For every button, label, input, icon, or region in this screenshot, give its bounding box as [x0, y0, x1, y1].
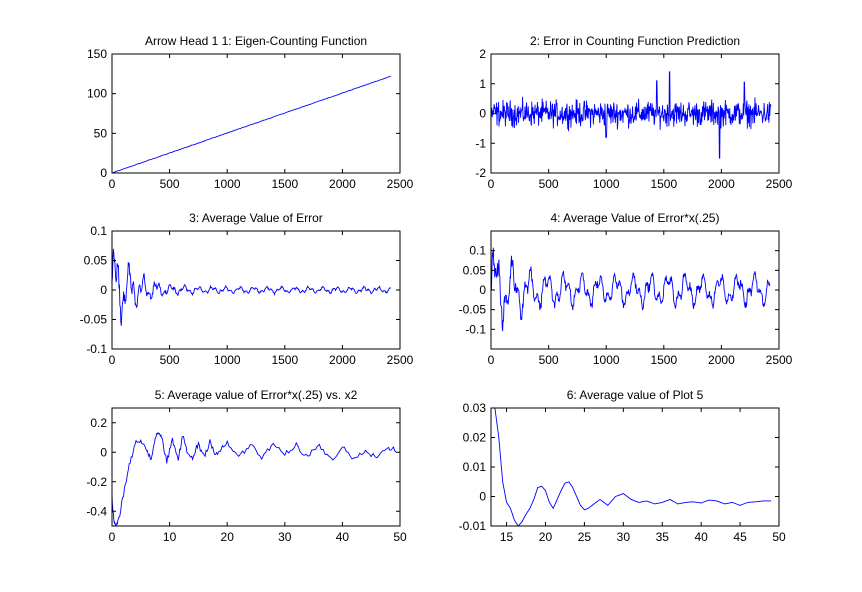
chart-title: 5: Average value of Error*x(.25) vs. x2 [155, 388, 358, 402]
subplot-1: 0 500 1000 1500 2000 2500 0 50 100 150 Arrow Head … [87, 34, 414, 191]
x-tick-label: 20 [539, 530, 553, 544]
chart-title: 2: Error in Counting Function Prediction [530, 34, 740, 48]
x-tick-label: 0 [109, 177, 116, 191]
y-tick-label: 0 [100, 166, 107, 180]
x-tick-label: 0 [488, 177, 495, 191]
y-tick-label: 1 [479, 77, 486, 91]
x-tick-label: 30 [617, 530, 631, 544]
x-tick-label: 500 [160, 177, 180, 191]
series-line-5 [112, 432, 397, 526]
x-tick-label: 1500 [650, 177, 677, 191]
series-line-3 [112, 248, 392, 326]
series-line-2 [491, 71, 772, 159]
y-tick-label: 0.05 [84, 254, 108, 268]
y-tick-label: 0.03 [463, 401, 487, 415]
axes-box [111, 407, 401, 527]
axes-box [111, 230, 401, 350]
x-tick-label: 1000 [593, 353, 620, 367]
y-tick-label: -0.4 [86, 504, 107, 518]
x-tick-label: 0 [109, 530, 116, 544]
y-tick-label: 0 [479, 490, 486, 504]
x-tick-label: 1500 [271, 177, 298, 191]
y-tick-label: 0.1 [469, 244, 486, 258]
x-tick-label: 500 [539, 353, 559, 367]
subplot-6: 15 20 25 30 35 40 45 50 -0.01 0 0.01 0.02 0.03 6: Ave… [459, 388, 786, 544]
x-tick-label: 500 [539, 177, 559, 191]
series-line-6 [491, 408, 772, 526]
x-tick-label: 25 [578, 530, 592, 544]
x-tick-label: 2000 [329, 177, 356, 191]
y-tick-label: 0 [100, 445, 107, 459]
y-tick-label: 100 [87, 87, 107, 101]
y-tick-label: -0.1 [465, 322, 486, 336]
y-tick-label: 50 [94, 126, 108, 140]
axes-box [490, 230, 780, 350]
series-line-4 [491, 247, 771, 332]
x-tick-label: 40 [336, 530, 350, 544]
y-tick-label: -0.05 [80, 313, 108, 327]
chart-title: 4: Average Value of Error*x(.25) [551, 211, 720, 225]
x-tick-label: 1000 [214, 353, 241, 367]
x-tick-label: 2000 [329, 353, 356, 367]
x-tick-label: 0 [488, 353, 495, 367]
subplot-2: 0 500 1000 1500 2000 2500 -2 -1 0 1 2 2: Error in C… [475, 34, 792, 191]
x-tick-label: 50 [393, 530, 407, 544]
subplot-4: 0 500 1000 1500 2000 2500 -0.1 -0.05 0 0.05 0.1 4: … [459, 211, 793, 367]
x-tick-label: 2000 [708, 353, 735, 367]
x-tick-label: 40 [694, 530, 708, 544]
chart-title: 6: Average value of Plot 5 [567, 388, 704, 402]
y-tick-label: 150 [87, 47, 107, 61]
chart-title: 3: Average Value of Error [189, 211, 323, 225]
y-tick-label: -0.2 [86, 475, 107, 489]
x-tick-label: 2500 [387, 353, 414, 367]
x-tick-label: 1500 [271, 353, 298, 367]
series-line-1 [112, 75, 391, 173]
x-tick-label: 50 [772, 530, 786, 544]
y-tick-label: 0.2 [90, 416, 107, 430]
x-tick-label: 500 [160, 353, 180, 367]
y-tick-label: -2 [475, 166, 486, 180]
y-tick-label: 0.01 [463, 460, 487, 474]
x-tick-label: 2500 [766, 353, 793, 367]
x-tick-label: 1000 [214, 177, 241, 191]
subplot-3: 0 500 1000 1500 2000 2500 -0.1 -0.05 0 0.05 0.1 3: … [80, 211, 414, 367]
x-tick-label: 35 [656, 530, 670, 544]
y-tick-label: 2 [479, 47, 486, 61]
x-tick-label: 2500 [766, 177, 793, 191]
axes-box [111, 53, 401, 174]
y-tick-label: 0 [479, 107, 486, 121]
x-tick-label: 15 [500, 530, 514, 544]
subplot-5: 0 10 20 30 40 50 -0.4 -0.2 0 0.2 5: Average value … [86, 388, 407, 544]
axes-box [490, 407, 780, 527]
y-tick-label: 0 [100, 283, 107, 297]
x-tick-label: 10 [163, 530, 177, 544]
y-tick-label: -1 [475, 136, 486, 150]
x-tick-label: 1000 [593, 177, 620, 191]
x-tick-label: 20 [221, 530, 235, 544]
y-tick-label: 0.1 [90, 224, 107, 238]
y-tick-label: -0.05 [459, 303, 487, 317]
y-tick-label: 0.02 [463, 431, 487, 445]
x-tick-label: 0 [109, 353, 116, 367]
x-tick-label: 2500 [387, 177, 414, 191]
y-tick-label: 0.05 [463, 263, 487, 277]
x-tick-label: 30 [278, 530, 292, 544]
chart-title: Arrow Head 1 1: Eigen-Counting Function [145, 34, 367, 48]
y-tick-label: 0 [479, 283, 486, 297]
y-tick-label: -0.01 [459, 519, 487, 533]
x-tick-label: 1500 [650, 353, 677, 367]
x-tick-label: 2000 [708, 177, 735, 191]
x-tick-label: 45 [733, 530, 747, 544]
y-tick-label: -0.1 [86, 342, 107, 356]
